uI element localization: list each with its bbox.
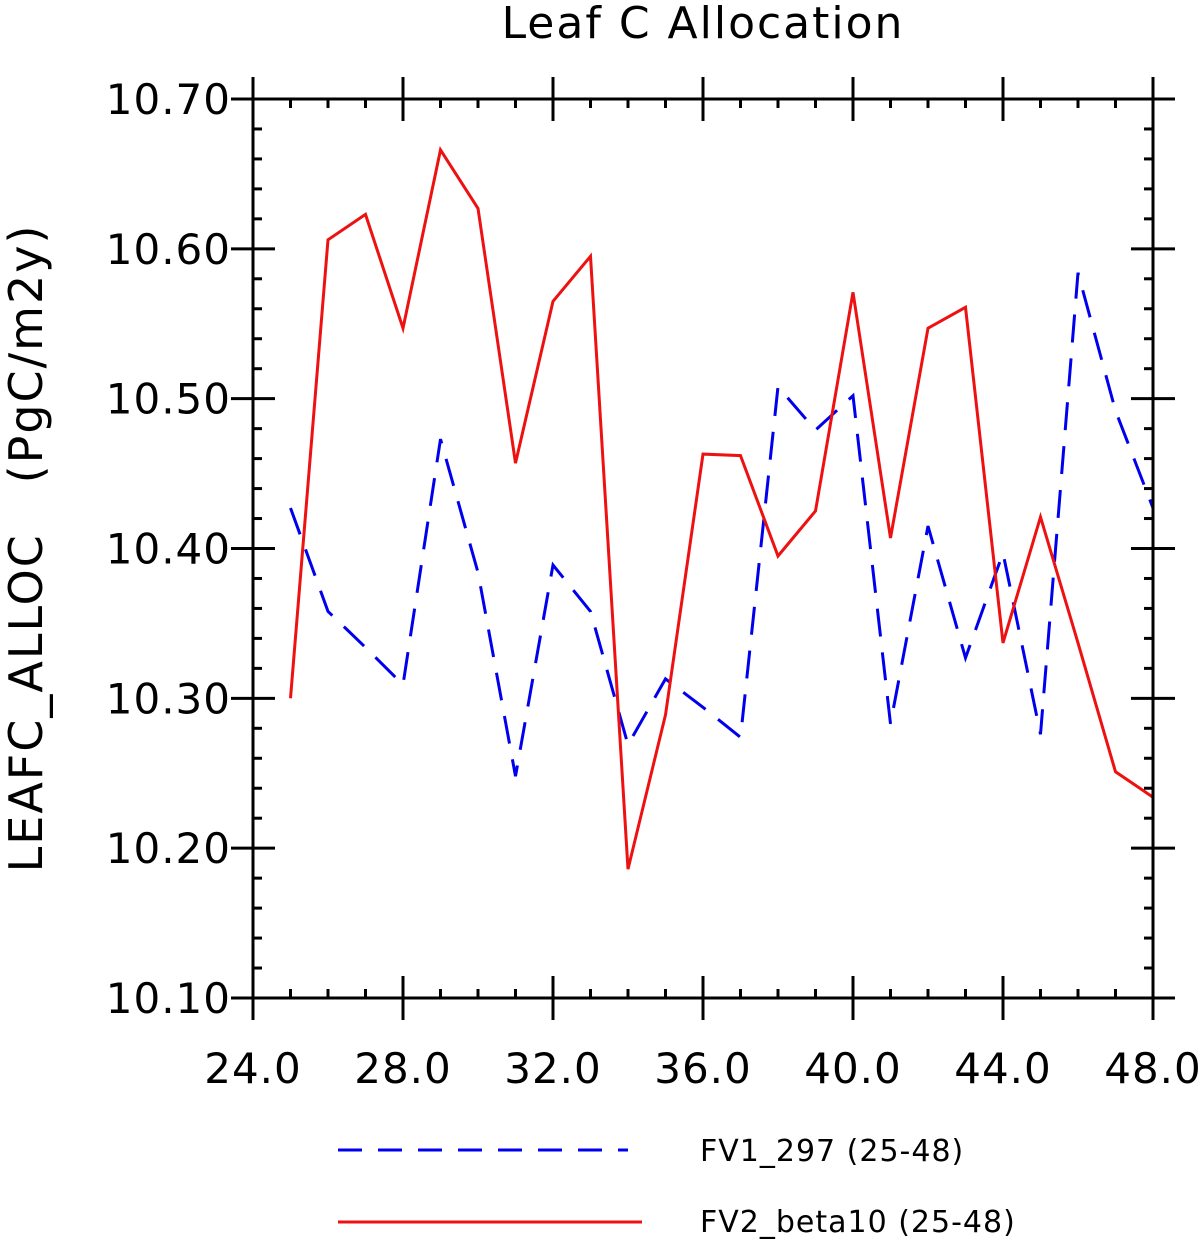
series-line-fv1-297 (289, 272, 1155, 777)
y-axis-label: LEAFC_ALLOC (PgC/m2y) (0, 224, 53, 873)
x-tick-label: 24.0 (204, 1044, 302, 1093)
legend-label-fv2-beta10: FV2_beta10 (25-48) (700, 1205, 1016, 1240)
y-tick-label: 10.70 (106, 75, 231, 124)
plot-frame (251, 97, 1155, 1000)
y-tick-label: 10.60 (106, 225, 231, 274)
series-lines (289, 146, 1155, 870)
x-tick-label: 32.0 (504, 1044, 602, 1093)
series-line-fv2-beta10 (289, 146, 1154, 870)
x-tick-label: 48.0 (1104, 1044, 1201, 1093)
x-tick-label: 36.0 (654, 1044, 752, 1093)
y-tick-label: 10.20 (106, 824, 231, 873)
x-tick-label: 28.0 (354, 1044, 452, 1093)
chart-title: Leaf C Allocation (502, 0, 905, 49)
legend: FV1_297 (25-48) FV2_beta10 (25-48) (338, 1134, 1016, 1240)
y-tick-label: 10.10 (106, 974, 231, 1023)
x-tick-label: 44.0 (954, 1044, 1052, 1093)
y-tick-label: 10.30 (106, 674, 231, 723)
tick-labels: 24.0 28.0 32.0 36.0 40.0 44.0 48.0 10.10 10.20 10… (106, 75, 1201, 1093)
legend-label-fv1-297: FV1_297 (25-48) (700, 1134, 964, 1169)
y-tick-label: 10.40 (106, 525, 231, 574)
x-tick-label: 40.0 (804, 1044, 902, 1093)
y-tick-label: 10.50 (106, 375, 231, 424)
axis-ticks (231, 77, 1175, 1020)
